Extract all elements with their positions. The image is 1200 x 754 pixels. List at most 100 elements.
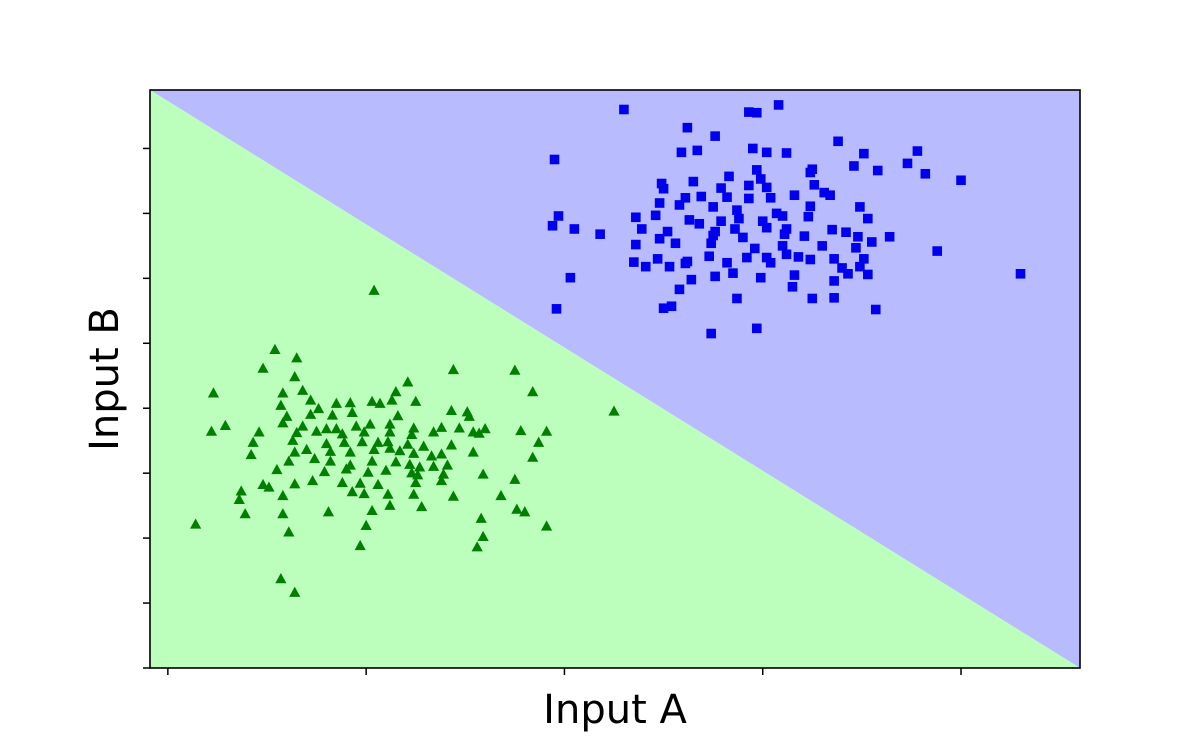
axis-ticks — [143, 147, 962, 675]
square-point — [872, 165, 883, 176]
triangle-point — [322, 506, 335, 517]
triangle-point — [406, 428, 418, 440]
triangle-point — [473, 427, 485, 438]
square-point — [680, 193, 691, 203]
triangle-point — [263, 481, 275, 492]
square-point — [777, 211, 788, 221]
x-axis-label: Input A — [543, 687, 687, 733]
square-point — [751, 323, 762, 334]
triangle-point — [283, 455, 295, 466]
triangle-point — [297, 384, 309, 395]
triangle-point — [269, 343, 281, 354]
square-point — [734, 213, 744, 224]
triangle-point — [257, 362, 269, 373]
triangle-point — [515, 424, 527, 436]
square-point — [843, 268, 853, 279]
triangle-point — [410, 395, 422, 406]
triangle-point — [289, 371, 301, 382]
square-point — [744, 107, 754, 117]
triangle-point — [245, 448, 257, 460]
triangle-point — [408, 447, 420, 458]
square-point — [724, 171, 734, 182]
y-axis-label: Input B — [82, 307, 128, 451]
square-point — [755, 272, 766, 283]
triangle-point — [344, 446, 356, 457]
triangle-point — [495, 489, 507, 501]
square-point — [757, 216, 768, 226]
triangle-point — [364, 418, 376, 429]
square-point — [827, 224, 837, 235]
square-point — [656, 178, 667, 189]
series-triangle — [190, 284, 620, 597]
square-point — [863, 269, 873, 280]
triangle-point — [360, 519, 372, 530]
square-point — [789, 270, 800, 280]
square-point — [870, 304, 881, 315]
triangle-point — [358, 426, 370, 437]
square-point — [761, 222, 772, 233]
square-point — [728, 268, 738, 278]
square-point — [553, 211, 564, 221]
triangle-point — [344, 397, 356, 408]
triangle-point — [384, 418, 396, 429]
square-point — [636, 224, 647, 234]
triangle-point — [312, 402, 325, 414]
triangle-point — [384, 426, 396, 437]
triangle-point — [271, 463, 283, 475]
triangle-point — [336, 428, 348, 439]
square-point — [932, 246, 943, 256]
triangle-point — [366, 504, 378, 516]
triangle-point — [435, 448, 448, 459]
triangle-point — [330, 423, 342, 434]
square-point — [732, 205, 742, 215]
square-point — [863, 213, 873, 224]
square-point — [805, 167, 816, 178]
square-point — [771, 208, 782, 219]
square-point — [640, 261, 651, 272]
square-point — [761, 252, 772, 263]
square-point — [779, 229, 790, 239]
triangle-point — [281, 410, 293, 421]
square-point — [716, 216, 726, 226]
square-point — [722, 257, 732, 268]
square-point — [837, 263, 847, 273]
triangle-point — [336, 476, 348, 488]
triangle-point — [519, 506, 531, 517]
triangle-point — [447, 490, 459, 501]
square-point — [817, 241, 828, 251]
triangle-point — [283, 526, 295, 537]
triangle-point — [320, 437, 333, 449]
square-point — [920, 168, 931, 179]
square-point — [619, 104, 629, 115]
triangle-point — [247, 436, 259, 447]
triangle-point — [384, 499, 396, 510]
triangle-point — [380, 464, 392, 475]
triangle-point — [390, 385, 402, 397]
triangle-point — [219, 419, 231, 430]
square-point — [749, 243, 760, 254]
triangle-point — [463, 410, 475, 421]
triangle-point — [527, 385, 539, 397]
square-point — [799, 231, 810, 241]
triangle-point — [386, 394, 398, 405]
square-point — [652, 254, 663, 264]
square-point — [855, 261, 865, 272]
square-point — [912, 146, 923, 156]
square-point — [706, 328, 716, 339]
square-point — [748, 143, 758, 154]
triangle-point — [427, 426, 440, 437]
square-point — [595, 229, 605, 239]
triangle-point — [414, 461, 426, 472]
triangle-point — [410, 476, 422, 488]
square-point — [859, 148, 869, 159]
triangle-point — [408, 422, 420, 433]
triangle-point — [346, 406, 358, 417]
triangle-point — [297, 420, 309, 431]
square-point — [805, 254, 816, 265]
square-point — [708, 230, 718, 241]
square-point — [829, 254, 839, 264]
triangle-point — [324, 455, 337, 466]
square-point — [631, 239, 641, 250]
square-point — [803, 211, 814, 222]
